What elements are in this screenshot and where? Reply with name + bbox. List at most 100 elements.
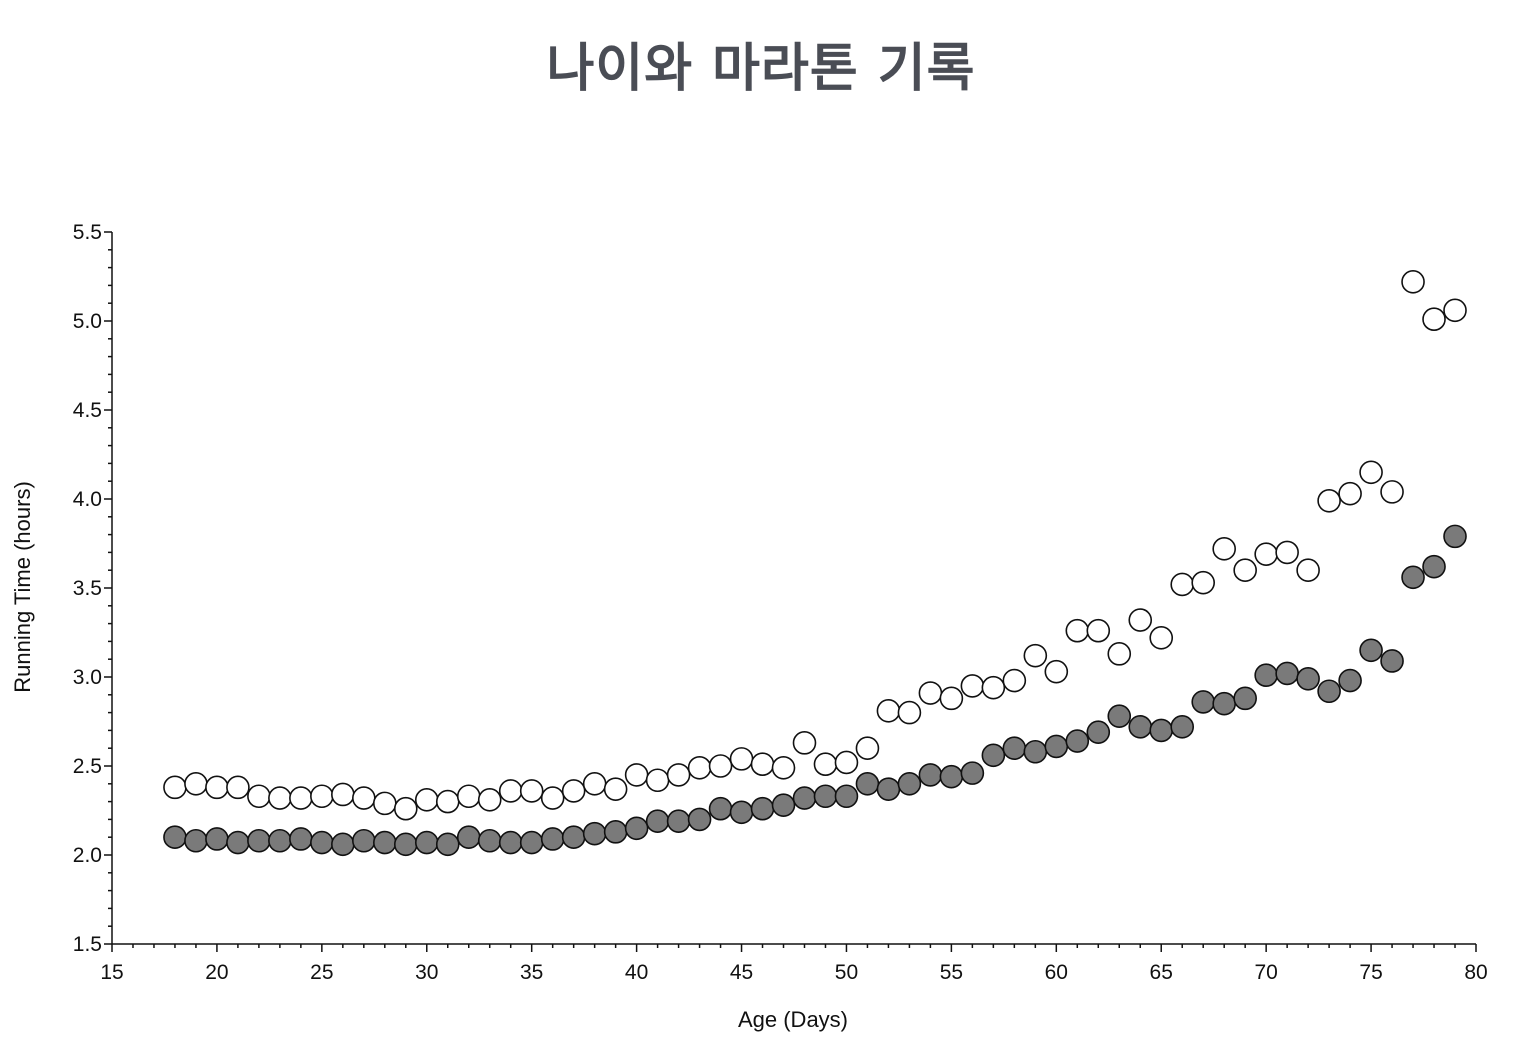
filled-circle-point bbox=[163, 825, 187, 850]
y-tick-label: 2.0 bbox=[73, 844, 102, 867]
filled-circle-point bbox=[1170, 715, 1195, 739]
filled-circle-point bbox=[981, 743, 1006, 768]
open-circle-point bbox=[687, 755, 712, 780]
open-circle-point bbox=[372, 791, 397, 816]
x-tick-label: 70 bbox=[1254, 961, 1277, 984]
filled-circle-point bbox=[918, 763, 943, 787]
open-circle-point bbox=[939, 686, 964, 711]
filled-circle-point bbox=[792, 786, 817, 810]
y-tick-label: 5.0 bbox=[73, 310, 102, 333]
open-circle-point bbox=[1212, 537, 1236, 561]
open-circle-point bbox=[708, 754, 733, 778]
filled-circle-point bbox=[1128, 715, 1153, 739]
open-circle-point bbox=[792, 731, 817, 755]
filled-circle-point bbox=[1338, 668, 1362, 693]
x-tick-label: 25 bbox=[310, 961, 333, 984]
x-axis-title: Age (Days) bbox=[738, 1007, 848, 1032]
y-axis-title: Running Time (hours) bbox=[10, 481, 35, 693]
open-circle-point bbox=[645, 768, 670, 793]
open-circle-point bbox=[1023, 643, 1048, 668]
filled-circle-point bbox=[1086, 720, 1111, 744]
open-circle-point bbox=[163, 775, 187, 800]
filled-circle-point bbox=[582, 821, 607, 846]
open-circle-point bbox=[960, 674, 985, 698]
filled-circle-point bbox=[1212, 691, 1236, 716]
open-circle-point bbox=[624, 763, 649, 787]
open-circle-point bbox=[1233, 558, 1257, 583]
filled-circle-point bbox=[226, 830, 250, 855]
filled-circle-point bbox=[414, 830, 439, 855]
filled-circle-point bbox=[1401, 565, 1425, 590]
filled-circle-point bbox=[1023, 739, 1048, 764]
filled-circle-point bbox=[1380, 649, 1404, 673]
filled-circle-point bbox=[289, 827, 313, 851]
filled-circle-point bbox=[184, 828, 208, 853]
filled-circle-point bbox=[960, 761, 985, 785]
x-tick-label: 45 bbox=[730, 961, 753, 984]
y-tick-label: 3.5 bbox=[73, 577, 102, 600]
filled-circle-point bbox=[498, 830, 523, 855]
x-tick-label: 75 bbox=[1359, 961, 1382, 984]
filled-circle-point bbox=[708, 796, 733, 821]
open-circle-point bbox=[1296, 558, 1320, 583]
filled-circle-point bbox=[477, 828, 502, 853]
filled-circle-point bbox=[1317, 679, 1341, 704]
filled-circle-point bbox=[1149, 718, 1174, 743]
filled-circle-point bbox=[1443, 524, 1467, 549]
filled-circle-point bbox=[1002, 736, 1027, 761]
open-circle-point bbox=[1317, 488, 1341, 513]
open-circle-point bbox=[456, 784, 481, 809]
open-circle-point bbox=[184, 771, 208, 796]
filled-circle-point bbox=[1191, 690, 1215, 714]
open-circle-point bbox=[750, 752, 775, 777]
x-tick-label: 60 bbox=[1045, 961, 1068, 984]
filled-circle-point bbox=[519, 830, 544, 855]
open-circle-point bbox=[331, 782, 355, 807]
x-tick-label: 30 bbox=[415, 961, 438, 984]
open-circle-point bbox=[226, 775, 250, 800]
filled-circle-point bbox=[435, 832, 460, 857]
filled-circle-point bbox=[645, 809, 670, 833]
open-circle-point bbox=[1401, 270, 1425, 294]
y-tick-label: 4.5 bbox=[73, 399, 102, 422]
x-tick-label: 40 bbox=[625, 961, 648, 984]
filled-circle-point bbox=[624, 816, 649, 841]
filled-circle-point bbox=[247, 828, 271, 853]
filled-circle-point bbox=[1107, 704, 1132, 728]
open-circle-point bbox=[1422, 307, 1446, 332]
open-circle-point bbox=[352, 786, 376, 810]
open-circle-point bbox=[1002, 668, 1027, 693]
x-tick-label: 55 bbox=[940, 961, 963, 984]
open-circle-point bbox=[582, 771, 607, 796]
filled-circle-point bbox=[1359, 638, 1383, 663]
filled-circle-point bbox=[352, 828, 376, 853]
filled-circle-point bbox=[456, 825, 481, 850]
open-circle-point bbox=[1443, 298, 1467, 323]
filled-circle-point bbox=[540, 827, 565, 851]
y-tick-label: 5.5 bbox=[73, 221, 102, 244]
open-circle-point bbox=[1065, 618, 1090, 643]
chart-title: 나이와 마라톤 기록 bbox=[546, 39, 976, 99]
open-circle-point bbox=[666, 763, 691, 787]
filled-circle-point bbox=[876, 777, 901, 801]
open-circle-point bbox=[289, 786, 313, 810]
open-circle-point bbox=[393, 796, 418, 821]
open-circle-point bbox=[855, 736, 880, 761]
open-circle-point bbox=[1044, 659, 1069, 684]
open-circle-point bbox=[981, 675, 1006, 700]
filled-circle-point bbox=[1275, 661, 1299, 686]
open-circle-point bbox=[603, 777, 628, 801]
open-circle-point bbox=[310, 784, 334, 809]
filled-circle-point bbox=[310, 830, 334, 855]
open-circle-point bbox=[771, 755, 796, 780]
open-circle-point bbox=[1170, 572, 1195, 597]
filled-circle-point bbox=[603, 820, 628, 844]
open-circle-point bbox=[435, 789, 460, 814]
x-tick-label: 50 bbox=[835, 961, 858, 984]
x-tick-label: 65 bbox=[1150, 961, 1173, 984]
open-circle-point bbox=[268, 786, 292, 810]
filled-circle-point bbox=[268, 828, 292, 853]
open-circle-point bbox=[897, 700, 922, 725]
filled-circle-point bbox=[205, 827, 229, 851]
